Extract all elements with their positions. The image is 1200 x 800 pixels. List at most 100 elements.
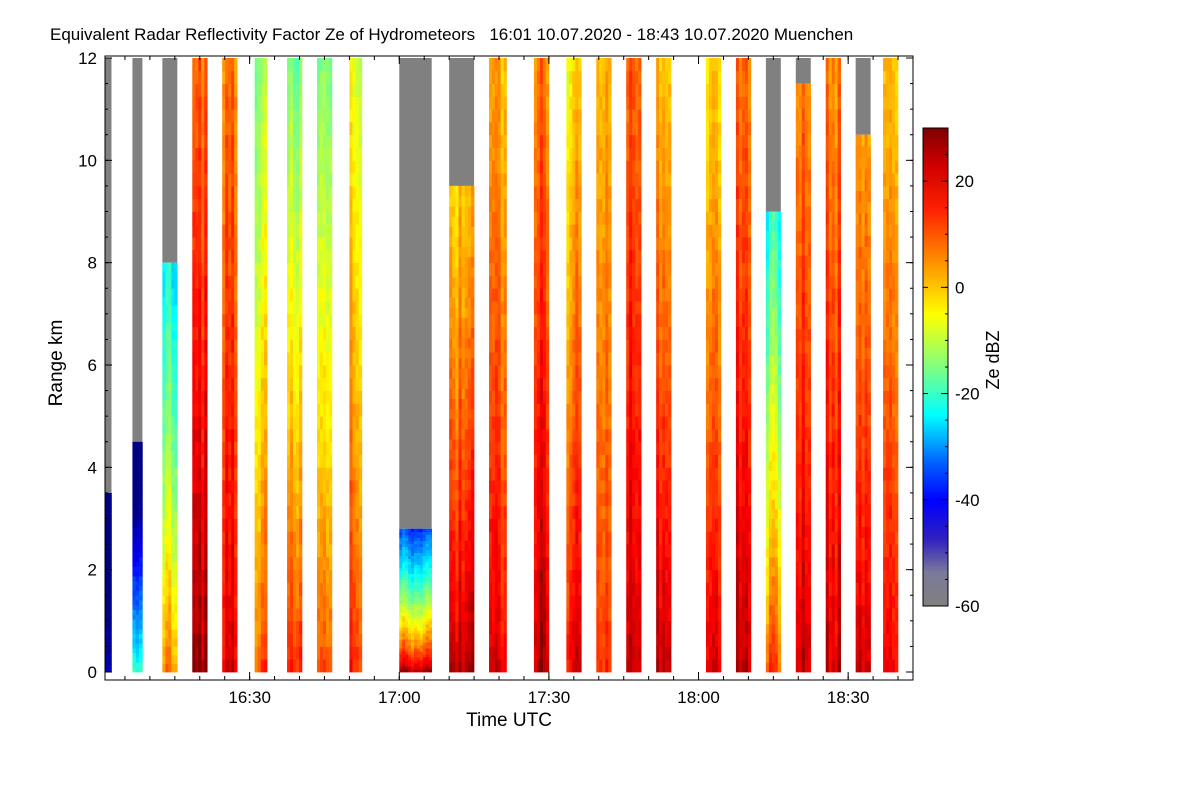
ze-cell (257, 569, 262, 583)
ze-cell (605, 121, 609, 136)
ze-cell (744, 441, 749, 455)
ze-cell (108, 522, 112, 527)
ze-cell (608, 70, 612, 84)
ze-cell (419, 567, 424, 571)
ze-cell (741, 288, 746, 302)
ze-cell (491, 505, 496, 519)
ze-cell (162, 595, 166, 605)
ze-cell (425, 564, 430, 568)
ze-cell (171, 450, 175, 460)
ze-cell (711, 339, 716, 353)
ze-cell (425, 657, 430, 661)
ze-cell (408, 546, 412, 551)
ze-cell (545, 249, 550, 264)
ze-cell (714, 480, 719, 494)
ze-cell (464, 368, 469, 379)
ze-cell (358, 569, 363, 583)
ze-cell (744, 480, 749, 494)
ze-cell (287, 288, 291, 302)
ze-cell (656, 467, 660, 481)
ze-cell (777, 662, 782, 673)
ze-cell (638, 492, 642, 507)
ze-cell (139, 624, 143, 630)
ze-cell (263, 556, 268, 571)
ze-cell (108, 519, 112, 524)
ze-cell (771, 422, 776, 433)
ze-cell (408, 627, 412, 631)
ze-cell (135, 528, 140, 534)
ze-cell (629, 595, 633, 609)
ze-cell (204, 467, 208, 481)
ze-cell (626, 595, 630, 609)
ze-cell (578, 377, 582, 391)
ze-cell (174, 518, 178, 528)
ze-cell (458, 631, 462, 643)
ze-cell (491, 83, 496, 97)
ze-cell (260, 301, 265, 315)
ze-cell (539, 480, 544, 494)
ze-cell (596, 365, 600, 379)
ze-cell (316, 403, 321, 417)
ze-cell (626, 659, 630, 673)
ze-cell (629, 326, 633, 340)
ze-cell (461, 560, 466, 572)
ze-cell (204, 531, 208, 545)
ze-cell (399, 663, 403, 667)
ze-cell (425, 645, 430, 649)
ze-cell (349, 659, 353, 673)
ze-cell (234, 96, 238, 110)
ze-cell (405, 645, 409, 649)
ze-cell (411, 537, 415, 542)
ze-cell (108, 604, 112, 609)
ze-cell (768, 576, 773, 587)
ze-cell (578, 237, 582, 251)
ze-cell (656, 173, 660, 187)
ze-cell (709, 633, 713, 647)
ze-cell (494, 275, 499, 289)
ze-cell (349, 352, 353, 366)
ze-cell (139, 475, 143, 481)
ze-cell (428, 618, 432, 622)
ze-cell (449, 216, 453, 227)
no-signal-block (399, 58, 432, 529)
ze-cell (500, 134, 504, 148)
ze-cell (168, 629, 172, 639)
ze-cell (419, 636, 424, 640)
ze-cell (225, 595, 229, 609)
ze-cell (195, 595, 199, 609)
ze-cell (192, 262, 196, 276)
ze-cell (467, 570, 472, 582)
ze-cell (467, 509, 472, 521)
ze-cell (349, 313, 353, 328)
ze-cell (328, 185, 333, 200)
ze-cell (635, 556, 639, 571)
ze-cell (774, 528, 779, 539)
ze-cell (355, 185, 360, 200)
ze-cell (542, 544, 547, 558)
ze-cell (325, 198, 330, 212)
ze-cell (174, 646, 178, 656)
ze-cell (467, 611, 472, 622)
ze-cell (455, 256, 459, 268)
ze-cell (503, 659, 507, 673)
ze-cell (735, 70, 740, 84)
ze-cell (714, 492, 719, 507)
ze-cell (328, 569, 333, 583)
ze-cell (626, 198, 630, 212)
ze-cell (328, 275, 333, 289)
ze-cell (296, 646, 300, 660)
ze-cell (659, 390, 663, 404)
ze-cell (257, 441, 262, 455)
ze-cell (738, 211, 743, 225)
ze-cell (328, 531, 333, 545)
ze-cell (352, 339, 356, 353)
ze-cell (711, 377, 716, 391)
ze-cell (470, 459, 475, 470)
ze-cell (711, 313, 716, 328)
ze-cell (461, 236, 466, 248)
ze-cell (414, 630, 418, 634)
ze-cell (709, 173, 713, 187)
ze-cell (711, 288, 716, 302)
ze-cell (503, 467, 507, 481)
ze-cell (198, 301, 202, 315)
